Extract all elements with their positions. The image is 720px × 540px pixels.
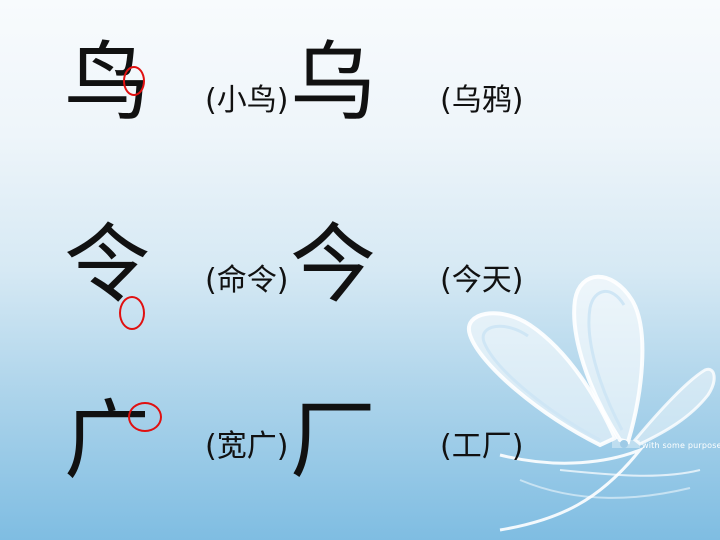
char-row2-b: 今 <box>290 215 376 315</box>
hint-row2-b: (今天) <box>440 263 524 298</box>
hint-row1-b: (乌鸦) <box>440 83 524 118</box>
decoration-tagline: with some purpose <box>642 441 720 450</box>
hint-row3-a: (宽广) <box>205 429 289 464</box>
hint-row3-b: (工厂) <box>440 429 524 464</box>
highlight-circle-row3 <box>128 402 162 432</box>
highlight-circle-row1 <box>123 66 145 96</box>
char-row1-b: 乌 <box>290 33 376 133</box>
hint-row1-a: (小鸟) <box>205 83 289 118</box>
char-row3-b: 厂 <box>290 391 376 491</box>
hint-row2-a: (命令) <box>205 263 289 298</box>
char-row2-a: 令 <box>64 215 150 315</box>
highlight-circle-row2 <box>119 296 145 330</box>
